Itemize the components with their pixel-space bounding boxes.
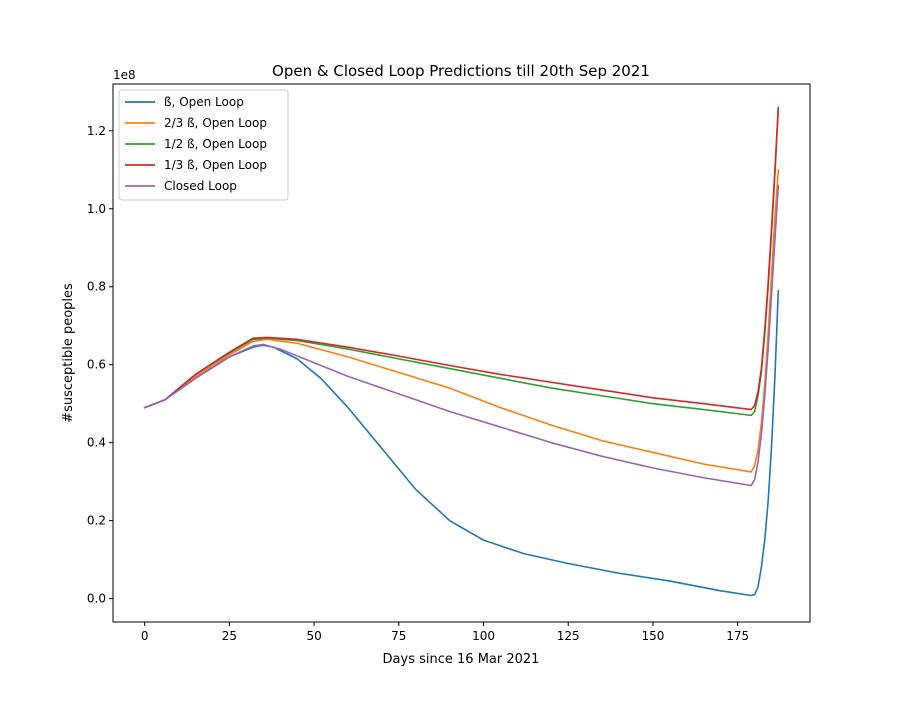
legend-items: ß, Open Loop 2/3 ß, Open Loop 1/2 ß, Open …	[125, 95, 267, 193]
x-tick-label: 75	[391, 629, 406, 643]
y-tick-label: 0.4	[87, 436, 106, 450]
legend-frame	[118, 89, 289, 201]
y-tick-label: 0.6	[87, 358, 106, 372]
y-offset-label: 1e8	[113, 68, 136, 82]
y-tick-label: 1.2	[87, 124, 106, 138]
x-tick-label: 150	[641, 629, 664, 643]
plot-frame	[112, 83, 811, 623]
x-tick-label: 0	[141, 629, 149, 643]
legend-label: ß, Open Loop	[164, 95, 244, 109]
x-tick-label: 25	[222, 629, 237, 643]
legend-label: 1/3 ß, Open Loop	[164, 158, 267, 172]
x-tick-label: 175	[726, 629, 749, 643]
legend-label: 2/3 ß, Open Loop	[164, 116, 267, 130]
legend-label: 1/2 ß, Open Loop	[164, 137, 267, 151]
y-ticks: 0.0 0.2 0.4 0.6 0.8 1.0 1.2	[87, 124, 113, 606]
series-line-5	[143, 184, 780, 487]
x-tick-label: 50	[306, 629, 321, 643]
x-axis-label: Days since 16 Mar 2021	[383, 652, 540, 667]
y-tick-label: 0.8	[87, 280, 106, 294]
y-tick-label: 0.0	[87, 592, 106, 606]
axes-layer	[112, 83, 811, 623]
chart-title: Open & Closed Loop Predictions till 20th…	[272, 62, 650, 80]
x-tick-label: 100	[472, 629, 495, 643]
legend: ß, Open Loop 2/3 ß, Open Loop 1/2 ß, Open …	[118, 89, 289, 201]
y-tick-label: 0.2	[87, 514, 106, 528]
y-axis-label: #susceptible peoples	[61, 283, 76, 423]
legend-label: Closed Loop	[164, 179, 237, 193]
series-line-4	[143, 106, 780, 411]
x-ticks: 0 25 50 75 100 125 150 175	[141, 622, 749, 643]
series-line-2	[143, 168, 780, 473]
series-layer	[143, 106, 780, 597]
y-tick-label: 1.0	[87, 202, 106, 216]
x-tick-label: 125	[557, 629, 580, 643]
series-line-1	[143, 289, 780, 597]
